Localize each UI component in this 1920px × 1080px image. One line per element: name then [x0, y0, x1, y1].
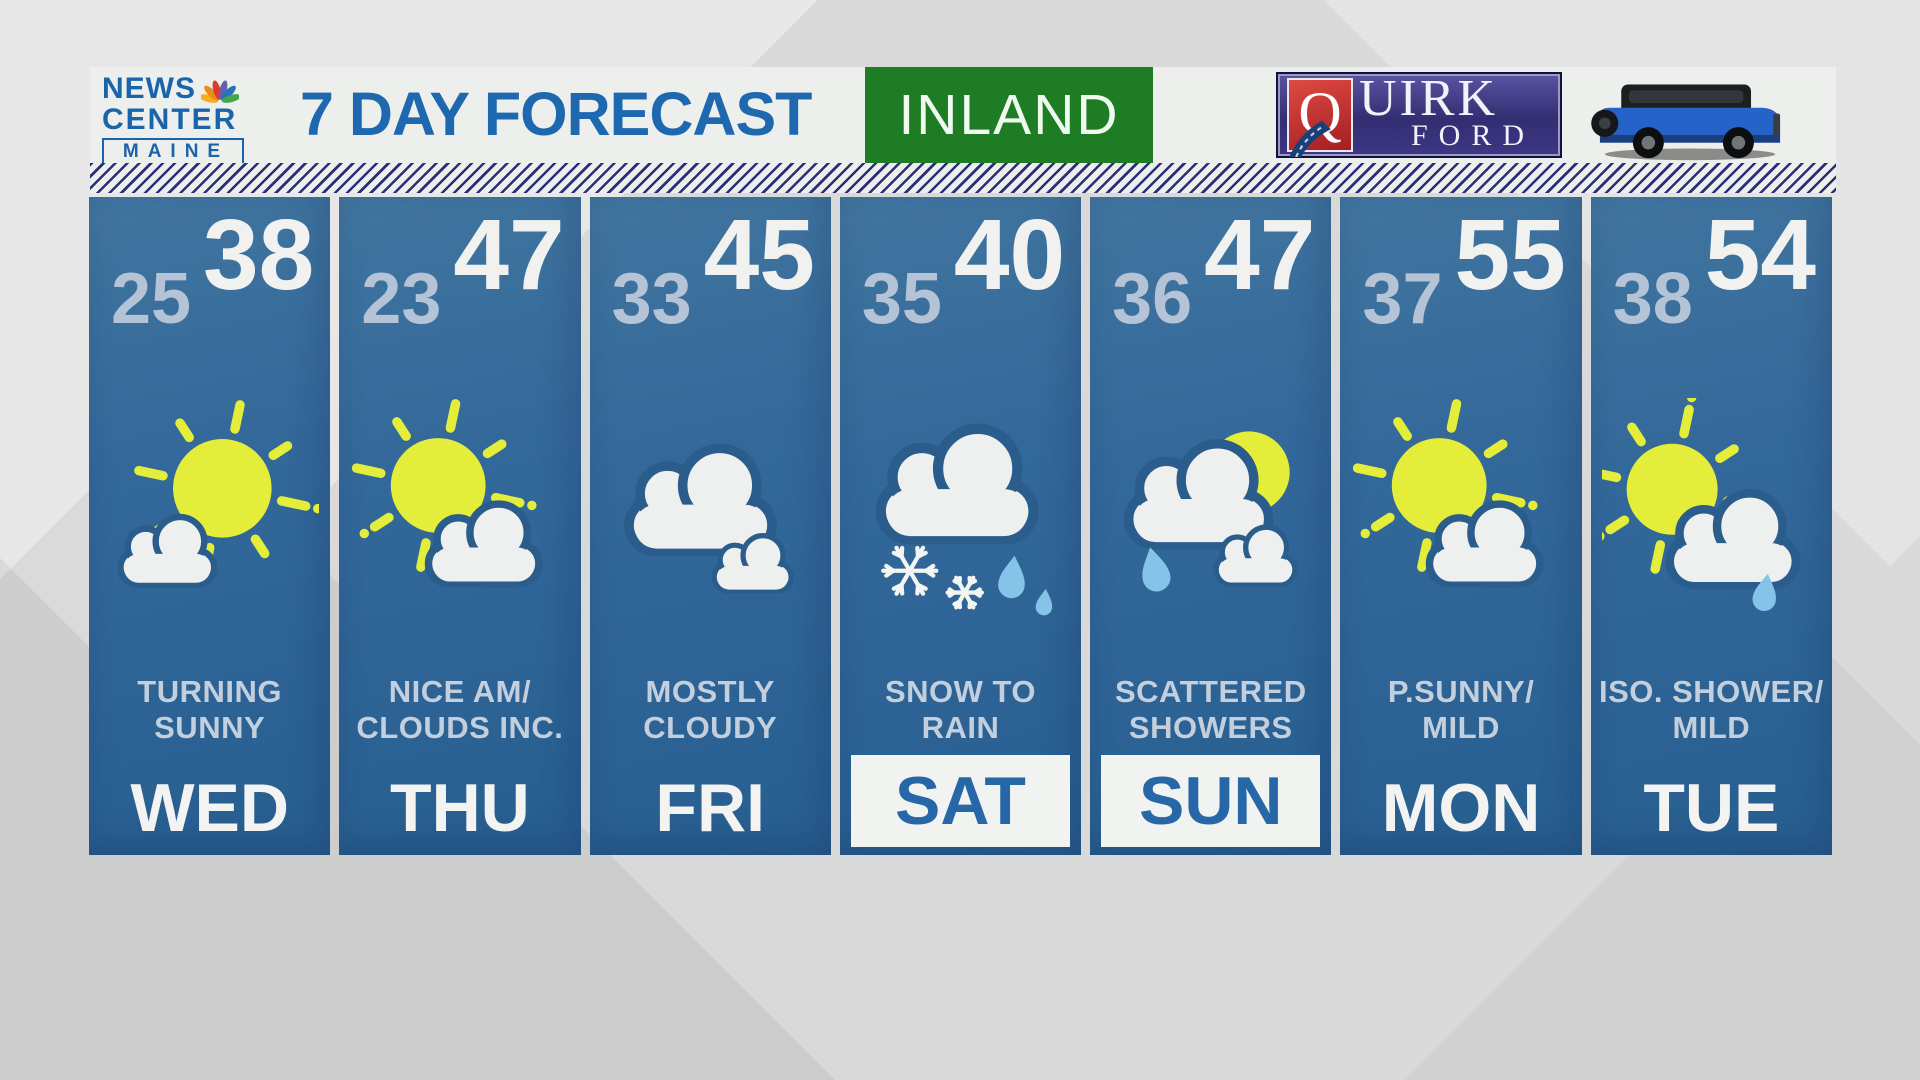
condition-text: TURNING SUNNY [137, 674, 282, 745]
low-temp: 23 [361, 259, 442, 339]
day-label-wed: WED [130, 769, 289, 846]
temps-block: 23 47 [339, 197, 580, 382]
day-label-area: MON [1340, 760, 1581, 855]
region-badge: INLAND [865, 67, 1153, 163]
forecast-column-fri: 33 45 MOSTLY CLOUDY FRI [589, 197, 831, 855]
forecast-column-tue: 38 54 ISO. SHOWER/MILD TUE [1590, 197, 1832, 855]
low-temp: 37 [1362, 259, 1443, 339]
temps-block: 38 54 [1591, 197, 1832, 382]
day-label-thu: THU [390, 769, 530, 846]
condition-text: SNOW TO RAIN [884, 674, 1036, 745]
temps-block: 25 38 [89, 197, 330, 382]
two-clouds-icon [624, 443, 794, 594]
sponsor-name-rest: UIRK [1359, 69, 1499, 127]
condition-text: SCATTERED SHOWERS [1114, 674, 1307, 745]
sun-peeking-cloud-showers-icon [1123, 431, 1298, 592]
high-temp: 38 [203, 199, 315, 311]
day-label-tue: TUE [1643, 769, 1780, 846]
low-temp: 33 [611, 259, 692, 339]
condition-text: ISO. SHOWER/MILD [1598, 674, 1824, 745]
high-temp: 45 [703, 199, 815, 311]
condition-text: P.SUNNY/MILD [1387, 674, 1535, 745]
nbc-peacock-icon [201, 80, 239, 103]
low-temp: 36 [1112, 259, 1193, 339]
condition-text: MOSTLY CLOUDY [643, 674, 778, 745]
weather-icon-sun-behind-cloud [1340, 382, 1581, 642]
sponsor-brand: FORD [1411, 119, 1536, 153]
day-label-area: WED [89, 760, 330, 855]
day-label-area: SAT [840, 755, 1081, 855]
weather-icon-sun-cloud-with-rain [1591, 382, 1832, 642]
high-temp: 40 [953, 199, 1066, 311]
quirk-q-badge: Q [1287, 78, 1353, 157]
day-label-mon: MON [1381, 769, 1541, 846]
station-logo-news-text: NEWS [102, 72, 196, 105]
low-temp: 35 [861, 259, 942, 339]
sun-behind-cloud-icon [351, 399, 543, 588]
weather-icon-cloud-with-snow-and-rain [840, 382, 1081, 642]
high-temp: 54 [1704, 199, 1816, 311]
cloud-with-snow-and-rain-icon [876, 423, 1053, 616]
station-logo-maine-text: MAINE [102, 138, 244, 165]
sun-with-small-cloud-icon [117, 400, 319, 588]
sun-cloud-with-rain-icon [1602, 398, 1801, 611]
forecast-columns: 25 38 TURNING SUNNY WED 23 47 NICE AM/CLOUDS IN… [89, 197, 1832, 855]
road-through-q-icon [1289, 120, 1331, 157]
sponsor-text: UIRK FORD [1353, 69, 1550, 153]
day-label-area: TUE [1591, 760, 1832, 855]
low-temp: 38 [1612, 259, 1693, 339]
forecast-column-sun: 36 47 SCATTERED SHOWERS SUN [1090, 197, 1332, 855]
blue-ford-bronco-suv-image [1591, 84, 1781, 161]
day-label-fri: FRI [655, 769, 765, 846]
header-bar: NEWS CENTER MAINE 7 DAY FORECAST INLAND … [90, 67, 1836, 165]
day-label-sat: SAT [850, 755, 1071, 847]
temps-block: 35 40 [840, 197, 1081, 382]
forecast-column-mon: 37 55 P.SUNNY/MILD MON [1340, 197, 1582, 855]
day-label-area: THU [339, 760, 580, 855]
station-logo-center-text: CENTER [102, 103, 238, 136]
weather-icon-sun-behind-cloud [339, 382, 580, 642]
weather-icon-sun-with-small-cloud [89, 382, 330, 642]
forecast-column-sat: 35 40 SNOW TO RAIN SAT [839, 197, 1082, 855]
temps-block: 36 47 [1090, 197, 1331, 382]
forecast-column-wed: 25 38 TURNING SUNNY WED [89, 197, 331, 855]
day-label-sun: SUN [1101, 755, 1321, 847]
day-label-area: SUN [1090, 755, 1331, 855]
sponsor-logo-quirk-ford: Q UIRK FORD [1276, 72, 1562, 158]
page-title: 7 DAY FORECAST [300, 80, 812, 148]
station-logo: NEWS CENTER MAINE [102, 74, 292, 165]
forecast-column-thu: 23 47 NICE AM/CLOUDS INC. THU [339, 197, 581, 855]
low-temp: 25 [111, 259, 192, 339]
weather-icon-sun-peeking-cloud-showers [1090, 382, 1331, 642]
high-temp: 47 [1204, 199, 1316, 311]
high-temp: 55 [1454, 199, 1566, 311]
temps-block: 33 45 [590, 197, 831, 382]
weather-icon-two-clouds [590, 382, 831, 642]
day-label-area: FRI [590, 760, 831, 855]
condition-text: NICE AM/CLOUDS INC. [356, 674, 564, 745]
temps-block: 37 55 [1340, 197, 1581, 382]
hatched-divider [90, 163, 1836, 193]
high-temp: 47 [453, 199, 565, 311]
sun-behind-cloud-icon [1352, 399, 1544, 588]
